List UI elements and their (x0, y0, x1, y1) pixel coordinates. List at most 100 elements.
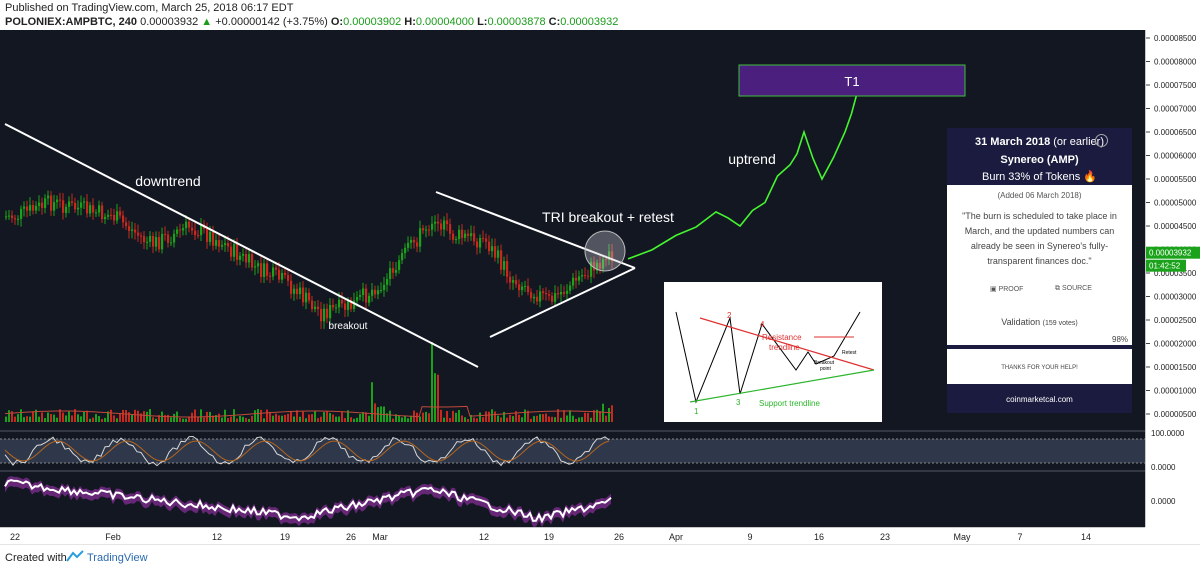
time-axis-canvas[interactable]: 22 Feb 12 19 26 Mar 12 19 26 Apr 9 16 23 May 7 14 (0, 528, 1145, 545)
volume-bar (299, 416, 301, 422)
source-link[interactable]: ⧉ SOURCE (1055, 285, 1092, 293)
candle-body (347, 300, 350, 310)
volume-bar (359, 414, 361, 422)
candle-body (296, 288, 299, 295)
candle-body (368, 295, 371, 303)
volume-bar (32, 411, 34, 422)
volume-bar (5, 416, 7, 422)
candle-body (56, 199, 59, 203)
volume-bar (512, 416, 514, 422)
volume-bar (83, 412, 85, 422)
price-tick-label: 0.00005000 (1154, 199, 1197, 208)
candle-body (329, 304, 332, 319)
price-tick-label: 0.00004500 (1154, 222, 1197, 231)
volume-bar (377, 407, 379, 422)
time-tick-label: 12 (479, 532, 489, 542)
downtrend-line[interactable] (4, 123, 479, 368)
candle-body (425, 229, 428, 231)
volume-bar (302, 411, 304, 422)
candle-body (113, 215, 116, 221)
candle-body (278, 269, 281, 280)
candle-body (410, 239, 413, 243)
target-label: T1 (844, 74, 859, 89)
candle-body (200, 224, 203, 236)
triangle-support-line[interactable] (489, 267, 636, 338)
candle-body (323, 308, 326, 322)
candle-body (569, 285, 572, 291)
volume-bar (608, 407, 610, 422)
candle-body (398, 260, 401, 270)
candle-body (269, 275, 272, 277)
candle-body (575, 277, 578, 281)
candle-body (131, 229, 134, 231)
volume-bar (344, 418, 346, 422)
volume-bar (551, 416, 553, 422)
low-label: L: (477, 16, 488, 28)
volume-bar (590, 417, 592, 422)
candle-body (185, 221, 188, 229)
volume-bar (47, 412, 49, 422)
volume-bar (239, 415, 241, 422)
target-box[interactable] (738, 64, 966, 97)
candle-body (44, 198, 47, 208)
volume-bar (572, 415, 574, 422)
volume-bar (203, 417, 205, 422)
open-label: O: (330, 16, 344, 28)
volume-bar (125, 410, 127, 422)
candle-body (341, 299, 344, 304)
candle-body (434, 221, 437, 224)
candle-body (68, 201, 71, 207)
price-axis[interactable]: 0.00008500 0.00008000 0.00007500 0.00007000… (1145, 30, 1200, 527)
candle-body (539, 291, 542, 302)
candle-body (374, 289, 377, 295)
candle-body (503, 261, 506, 270)
candle-body (599, 262, 602, 269)
volume-bar (416, 412, 418, 422)
event-card: 31 March 2018 (or earlier) Synereo (AMP)… (947, 128, 1132, 413)
published-note: Published on TradingView.com, March 25, … (5, 2, 294, 14)
candle-body (362, 288, 365, 295)
candle-body (491, 246, 494, 252)
candle-body (452, 233, 455, 240)
volume-bar (350, 417, 352, 422)
candle-body (281, 272, 284, 280)
candle-body (584, 275, 587, 277)
triangle-resistance-line[interactable] (435, 191, 636, 269)
chart-canvas[interactable]: T1 downtrend breakout TRI breakout + ret… (0, 30, 1145, 528)
countdown-marker (1146, 259, 1186, 272)
price-axis-canvas[interactable]: 0.00008500 0.00008000 0.00007500 0.00007000… (1146, 30, 1200, 527)
volume-bar (428, 413, 430, 422)
volume-bar (23, 417, 25, 422)
candle-body (227, 243, 230, 247)
candle-body (551, 295, 554, 302)
candle-body (236, 243, 239, 260)
candle-body (356, 296, 359, 301)
candle-body (593, 261, 596, 271)
volume-bar (569, 410, 571, 422)
volume-bar (536, 415, 538, 422)
retest-highlight[interactable] (584, 230, 626, 272)
volume-bar (368, 415, 370, 422)
volume-bar (215, 415, 217, 422)
candle-body (476, 241, 479, 248)
event-date-note: (or earlier) (1050, 136, 1104, 148)
tradingview-brand[interactable]: TradingView (87, 552, 148, 564)
momentum-tick-label: 0.0000 (1151, 497, 1176, 506)
inset-breakout-label: Breakout (814, 360, 835, 366)
candle-body (119, 211, 122, 216)
candle-body (395, 269, 398, 273)
time-axis[interactable]: 22 Feb 12 19 26 Mar 12 19 26 Apr 9 16 23 May 7 14 (0, 527, 1145, 545)
candle-body (116, 211, 119, 221)
proof-label: PROOF (998, 286, 1024, 293)
close-value: 0.00003932 (560, 16, 619, 28)
candle-body (107, 214, 110, 217)
price-tick-label: 0.00006000 (1154, 152, 1197, 161)
candle-body (125, 222, 128, 227)
candle-body (311, 300, 314, 310)
volume-bar (152, 417, 154, 422)
candle-body (104, 216, 107, 220)
candle-body (38, 202, 41, 206)
volume-bar (14, 416, 16, 422)
candle-body (482, 237, 485, 239)
proof-link[interactable]: ▣ PROOF (990, 285, 1023, 293)
